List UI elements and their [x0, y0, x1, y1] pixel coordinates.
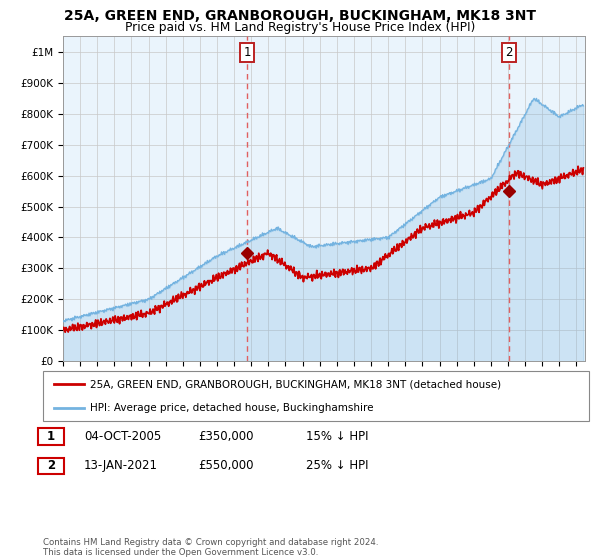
- Text: 04-OCT-2005: 04-OCT-2005: [84, 430, 161, 443]
- Text: £550,000: £550,000: [198, 459, 254, 473]
- Text: Price paid vs. HM Land Registry's House Price Index (HPI): Price paid vs. HM Land Registry's House …: [125, 21, 475, 34]
- Text: £350,000: £350,000: [198, 430, 254, 443]
- Text: 25A, GREEN END, GRANBOROUGH, BUCKINGHAM, MK18 3NT (detached house): 25A, GREEN END, GRANBOROUGH, BUCKINGHAM,…: [90, 379, 501, 389]
- Text: HPI: Average price, detached house, Buckinghamshire: HPI: Average price, detached house, Buck…: [90, 403, 373, 413]
- Text: 1: 1: [243, 46, 251, 59]
- Text: 2: 2: [505, 46, 512, 59]
- Text: 1: 1: [47, 430, 55, 443]
- Text: Contains HM Land Registry data © Crown copyright and database right 2024.
This d: Contains HM Land Registry data © Crown c…: [43, 538, 379, 557]
- Text: 2: 2: [47, 459, 55, 473]
- Text: 15% ↓ HPI: 15% ↓ HPI: [306, 430, 368, 443]
- Text: 13-JAN-2021: 13-JAN-2021: [84, 459, 158, 473]
- Text: 25A, GREEN END, GRANBOROUGH, BUCKINGHAM, MK18 3NT: 25A, GREEN END, GRANBOROUGH, BUCKINGHAM,…: [64, 9, 536, 23]
- Text: 25% ↓ HPI: 25% ↓ HPI: [306, 459, 368, 473]
